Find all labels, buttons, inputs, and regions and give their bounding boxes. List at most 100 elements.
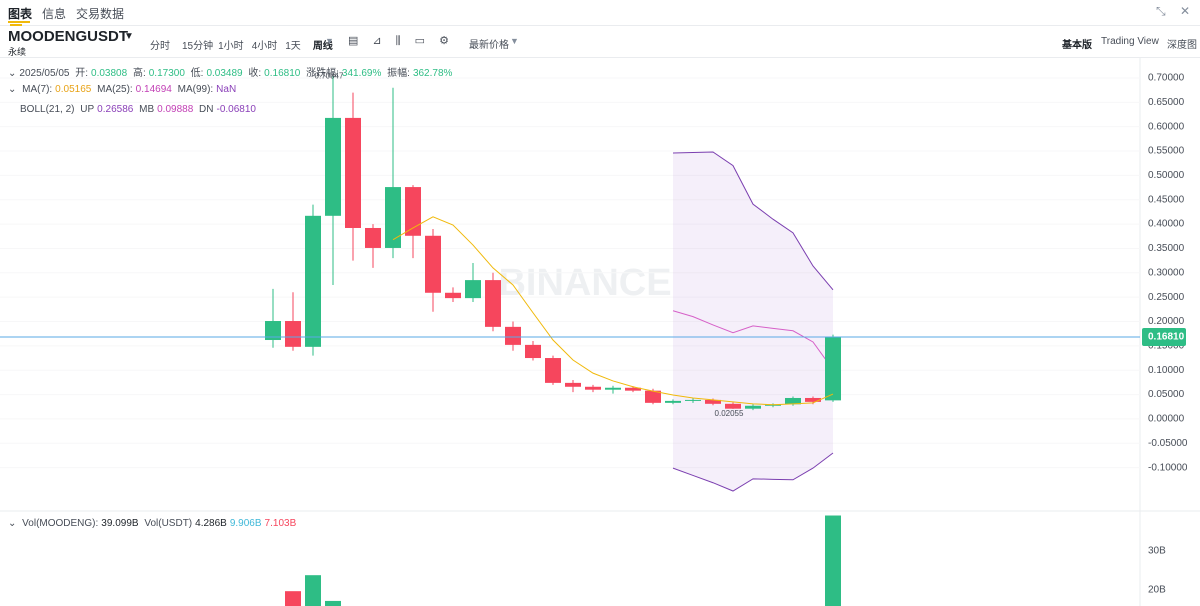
label: 开: [75,68,89,79]
y-tick-label: 0.00000 [1148,414,1185,425]
candle-body [745,405,761,409]
chevron: ⌄ [8,68,17,79]
y-tick-label: 0.05000 [1148,389,1185,400]
date: 2025/05/05 [19,68,70,79]
label: MA(7): [22,84,53,95]
y-tick-label: 0.60000 [1148,121,1185,132]
label: UP [80,104,95,115]
label: Vol(MOODENG): [22,518,99,529]
view[interactable]: 基本版 [1062,40,1092,51]
dropdown: ▼ [510,36,519,46]
dropdown[interactable]: ▼ [124,31,134,42]
interval[interactable]: 周线 [312,41,333,52]
value: 0.05165 [55,84,92,95]
view[interactable]: Trading View [1101,36,1159,47]
close-icon[interactable]: ✕ [1180,4,1191,18]
label: Vol(USDT) [144,518,193,529]
candle-body [725,403,741,409]
candle-body [825,337,841,401]
value: 0.16810 [264,68,301,79]
candle-body [805,397,821,402]
candle-body [625,387,641,391]
candle-body [785,397,801,405]
candle-body [465,280,481,299]
candle-body [525,344,541,359]
accent [10,24,22,26]
interval[interactable]: 4小时 [251,41,278,52]
ma-row: ⌄ MA(7): 0.05165 MA(25): 0.14694 MA(99): Na… [8,84,239,95]
watermark: BINANCE [498,262,671,304]
label: 高: [132,68,146,79]
y-tick-label: 0.30000 [1148,267,1185,278]
value: NaN [216,84,237,95]
candle-body [585,386,601,390]
candle-body [305,215,321,347]
value: 0.26586 [97,104,134,115]
tab[interactable]: 图表 [8,7,33,21]
value: 341.69% [341,68,382,79]
toolbar: MOODENGUSDT ▼ 永续 分时 15分钟 1小时 4小时 1天 周线 ▼ ▤⊿⫼▭… [0,24,1200,58]
price-type[interactable]: 最新价格 [469,40,509,51]
interval[interactable]: 15分钟 [182,41,214,52]
value: 362.78% [412,68,453,79]
y-tick-label: 0.50000 [1148,170,1185,181]
label: 涨跌幅: [306,68,339,79]
y-tick-label: 0.25000 [1148,292,1185,303]
value: 39.099B [101,518,139,529]
candle-body [685,399,701,401]
tab-underline [8,21,30,23]
candle-body [365,227,381,248]
annotation: 0.70347 [315,71,344,80]
interval[interactable]: 分时 [150,41,170,52]
value: 0.03808 [91,68,128,79]
candle-body [565,382,581,387]
y-tick-label: 0.55000 [1148,146,1185,157]
label: MA(25): [97,84,133,95]
label: 收: [248,68,262,79]
volume-bar [325,600,341,606]
chevron: ⌄ [8,84,17,95]
tab[interactable]: 交易数据 [76,7,125,21]
volume-bar [285,591,301,606]
dropdown[interactable]: ▼ [325,36,334,46]
candle-body [405,187,421,236]
label: BOLL(21, 2) [20,104,75,115]
boll-lower [672,452,834,492]
boll-upper [672,151,834,291]
chevron: ⌄ [8,518,17,529]
value: 0.14694 [135,84,172,95]
value: 0.03489 [206,68,243,79]
candle-body [665,400,681,403]
collapse-icon[interactable]: ⤡ [1156,4,1166,18]
value: 4.286B [195,518,227,529]
value: 0.17300 [148,68,185,79]
candle-body [545,358,561,383]
ma7-line [392,216,834,406]
tab[interactable]: 信息 [42,7,67,21]
candle-body [425,235,441,293]
value: 0.09888 [157,104,194,115]
tool-icons[interactable]: ▤⊿⫼▭⚙ [348,35,463,47]
y-tick-label: 0.65000 [1148,97,1185,108]
candle-body [285,321,301,347]
contract: 永续 [8,47,27,57]
value: 9.906B [229,518,262,529]
candle-body [445,292,461,299]
value: 7.103B [264,518,297,529]
view[interactable]: 深度图 [1167,40,1197,51]
ohlc-row: ⌄ 2025/05/05 开: 0.03808 高: 0.17300 低: 0.0348… [8,64,455,79]
symbol[interactable]: MOODENGUSDT [8,28,128,45]
top-bar: 图表 信息 交易数据 ⤡ ✕ [0,0,1200,26]
interval[interactable]: 1天 [285,41,301,52]
label: MA(99): [177,84,214,95]
last-price-tag [1142,328,1186,347]
vol-row: ⌄ Vol(MOODENG): 39.099B Vol(USDT) 4.286B 9.… [8,518,299,529]
interval[interactable]: 1小时 [218,41,244,52]
y-tick-label: -0.05000 [1148,438,1188,449]
last-price-label: 0.16810 [1148,332,1185,343]
label: DN [199,104,214,115]
candle-body [385,187,401,248]
candle-body [505,326,521,345]
